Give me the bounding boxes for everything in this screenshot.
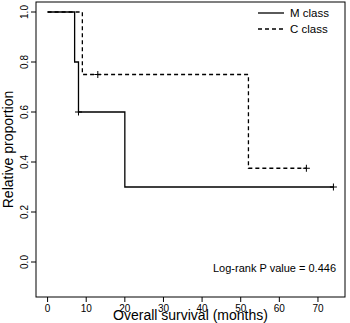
y-tick-label: 0.8 [19,55,30,69]
y-tick [31,12,36,13]
censor-mark [330,184,337,191]
x-tick [279,297,280,302]
y-tick [31,62,36,63]
survival-curve [48,12,307,168]
legend-label: C class [290,23,328,35]
data-group [48,12,337,191]
censor-mark [75,109,82,116]
y-tick [31,262,36,263]
legend-swatch [258,12,284,13]
annotation: Log-rank P value = 0.446 [213,262,336,274]
x-tick-label: 0 [45,303,51,314]
x-tick [202,297,203,302]
y-tick [31,112,36,113]
y-tick [31,212,36,213]
x-tick [240,297,241,302]
y-tick-label: 0.0 [19,255,30,269]
x-tick-label: 70 [312,303,324,314]
x-tick [317,297,318,302]
y-tick [31,162,36,163]
y-axis-label: Relative proportion [0,91,16,209]
y-tick-label: 0.2 [19,205,30,219]
y-tick-label: 1.0 [19,5,30,19]
chart: 0102030405060700.00.20.40.60.81.0Overall… [0,0,350,323]
x-tick [124,297,125,302]
x-tick [163,297,164,302]
x-axis-label: Overall survival (months) [113,307,268,323]
censor-mark [303,165,310,172]
plot-frame [36,2,345,297]
y-tick-label: 0.4 [19,155,30,169]
x-tick [47,297,48,302]
survival-curve [48,12,334,187]
x-tick [86,297,87,302]
y-tick-label: 0.6 [19,105,30,119]
legend-label: M class [290,7,329,19]
censor-mark [94,71,101,78]
x-tick-label: 60 [274,303,286,314]
x-tick-label: 10 [81,303,93,314]
legend-swatch [258,28,284,29]
